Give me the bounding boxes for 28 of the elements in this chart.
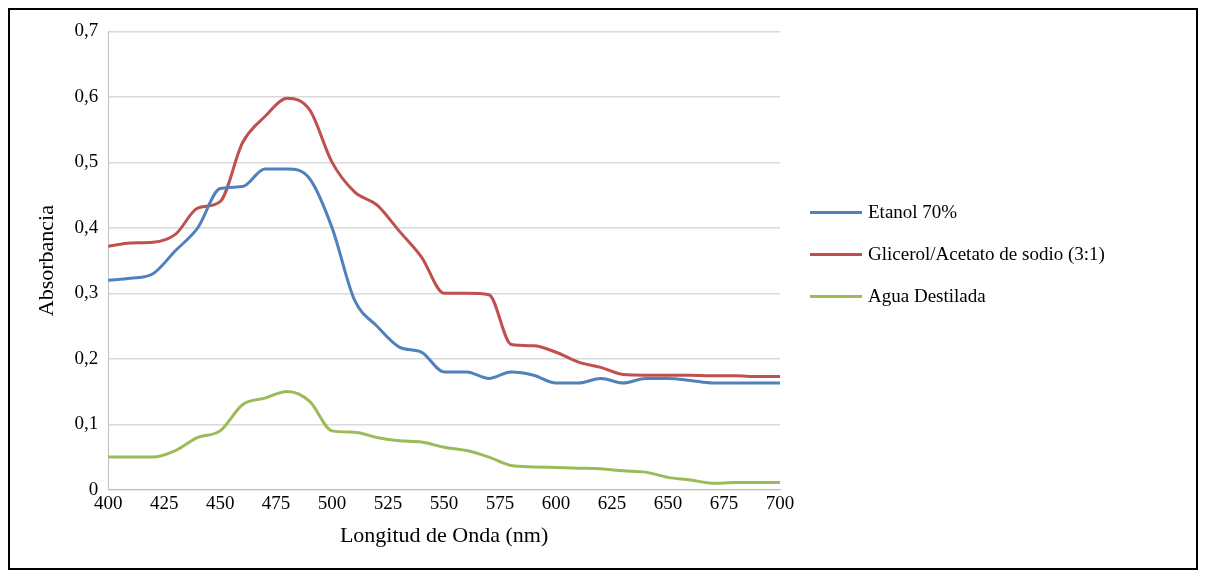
x-tick-label: 700 bbox=[765, 492, 795, 514]
y-tick-label: 0,7 bbox=[74, 19, 99, 41]
x-tick-label: 500 bbox=[317, 492, 347, 514]
x-tick-label: 650 bbox=[653, 492, 683, 514]
x-tick-label: 425 bbox=[149, 492, 179, 514]
y-tick-label: 0,1 bbox=[74, 412, 99, 434]
y-axis-title: Absorbancia bbox=[32, 204, 58, 317]
y-tick-label: 0 bbox=[88, 477, 99, 499]
x-tick-label: 575 bbox=[485, 492, 515, 514]
legend-label: Etanol 70% bbox=[868, 201, 958, 223]
legend-label: Glicerol/Acetato de sodio (3:1) bbox=[868, 243, 1105, 265]
x-tick-label: 525 bbox=[373, 492, 403, 514]
x-axis-title: Longitud de Onda (nm) bbox=[339, 521, 549, 547]
x-tick-label: 550 bbox=[429, 492, 459, 514]
y-tick-label: 0,6 bbox=[74, 84, 99, 106]
legend-label: Agua Destilada bbox=[868, 285, 986, 307]
y-tick-label: 0,5 bbox=[74, 150, 99, 172]
line-series bbox=[108, 390, 780, 485]
x-tick-label: 625 bbox=[597, 492, 627, 514]
x-tick-label: 600 bbox=[541, 492, 571, 514]
y-tick-label: 0,4 bbox=[74, 215, 99, 237]
x-tick-label: 475 bbox=[261, 492, 291, 514]
x-tick-label: 450 bbox=[205, 492, 235, 514]
y-tick-label: 0,2 bbox=[74, 346, 99, 368]
x-tick-label: 675 bbox=[709, 492, 739, 514]
y-tick-label: 0,3 bbox=[74, 281, 99, 303]
line-series bbox=[108, 96, 780, 379]
line-series bbox=[108, 167, 780, 385]
